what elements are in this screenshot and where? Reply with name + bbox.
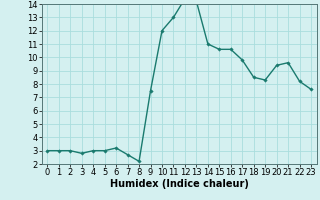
X-axis label: Humidex (Indice chaleur): Humidex (Indice chaleur): [110, 179, 249, 189]
